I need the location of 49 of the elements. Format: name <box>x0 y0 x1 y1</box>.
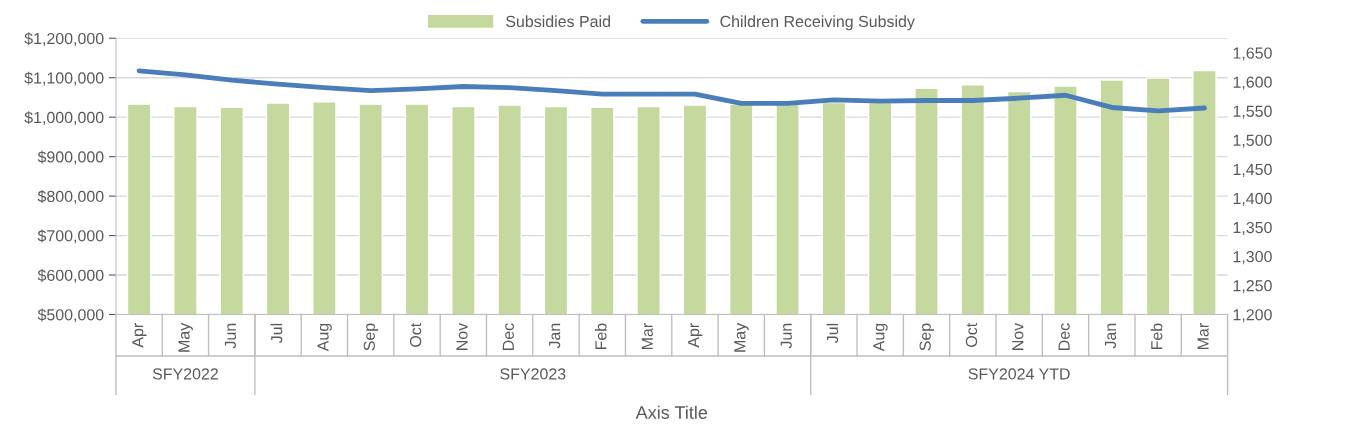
text: SFY2023 <box>500 368 566 380</box>
x-tick-label: Jun <box>780 323 792 349</box>
x-tick-label: Dec <box>1058 323 1070 350</box>
y2-tick-label: 1,200 <box>1233 309 1272 323</box>
x-tick-label: Feb <box>594 323 607 350</box>
y2-tick-label: 1,550 <box>1233 105 1272 119</box>
y-tick-label: $500,000 <box>37 308 104 323</box>
x-tick-label: Jul <box>826 323 839 343</box>
x-tick-label: Jan <box>1104 323 1117 349</box>
legend-label: Children Receiving Subsidy <box>720 15 915 31</box>
x-tick-label: Oct <box>409 322 422 347</box>
y2-tick-label: 1,600 <box>1233 76 1272 90</box>
y2-tick-label: 1,450 <box>1233 163 1272 177</box>
y-tick-label: $700,000 <box>37 229 104 244</box>
x-axis-title: Axis Title <box>635 405 708 419</box>
y-tick-label: $900,000 <box>37 150 104 165</box>
x-tick-label: Nov <box>456 322 468 350</box>
x-tick-label: May <box>734 322 749 352</box>
x-tick-label: Apr <box>132 323 147 348</box>
x-tick-label: Mar <box>1197 323 1209 350</box>
x-tick-label: Apr <box>688 323 703 348</box>
y2-tick-label: 1,300 <box>1233 250 1272 265</box>
y-tick-label: $800,000 <box>37 190 104 204</box>
x-tick-label: May <box>178 322 193 352</box>
x-tick-label: Jul <box>270 323 283 343</box>
y-tick-label: $1,200,000 <box>24 32 104 47</box>
y-tick-label: $600,000 <box>37 269 104 283</box>
y2-tick-label: 1,250 <box>1233 280 1272 294</box>
x-tick-label: Oct <box>965 322 978 347</box>
y-tick-label: $1,000,000 <box>24 111 104 126</box>
x-tick-label: Nov <box>1012 322 1024 350</box>
y2-tick-label: 1,500 <box>1233 134 1272 148</box>
y2-tick-label: 1,400 <box>1233 192 1272 207</box>
y2-tick-label: 1,650 <box>1233 47 1272 61</box>
x-tick-label: Aug <box>317 323 332 352</box>
x-tick-label: Sep <box>363 323 379 351</box>
line-series <box>136 68 1207 114</box>
x-tick-label: Jan <box>549 323 561 349</box>
x-tick-label: Sep <box>919 323 934 351</box>
x-tick-label: Jun <box>224 323 237 349</box>
x-tick-label: Mar <box>641 323 653 350</box>
legend-label: Subsidies Paid <box>506 15 610 28</box>
x-tick-label: Feb <box>1150 323 1163 350</box>
x-tick-label: Aug <box>873 323 888 352</box>
x-tick-label: Dec <box>502 323 514 350</box>
text: SFY2024 YTD <box>968 368 1070 380</box>
y2-tick-label: 1,350 <box>1233 221 1272 236</box>
y-tick-label: $1,100,000 <box>24 71 104 86</box>
text: SFY2022 <box>152 368 218 380</box>
